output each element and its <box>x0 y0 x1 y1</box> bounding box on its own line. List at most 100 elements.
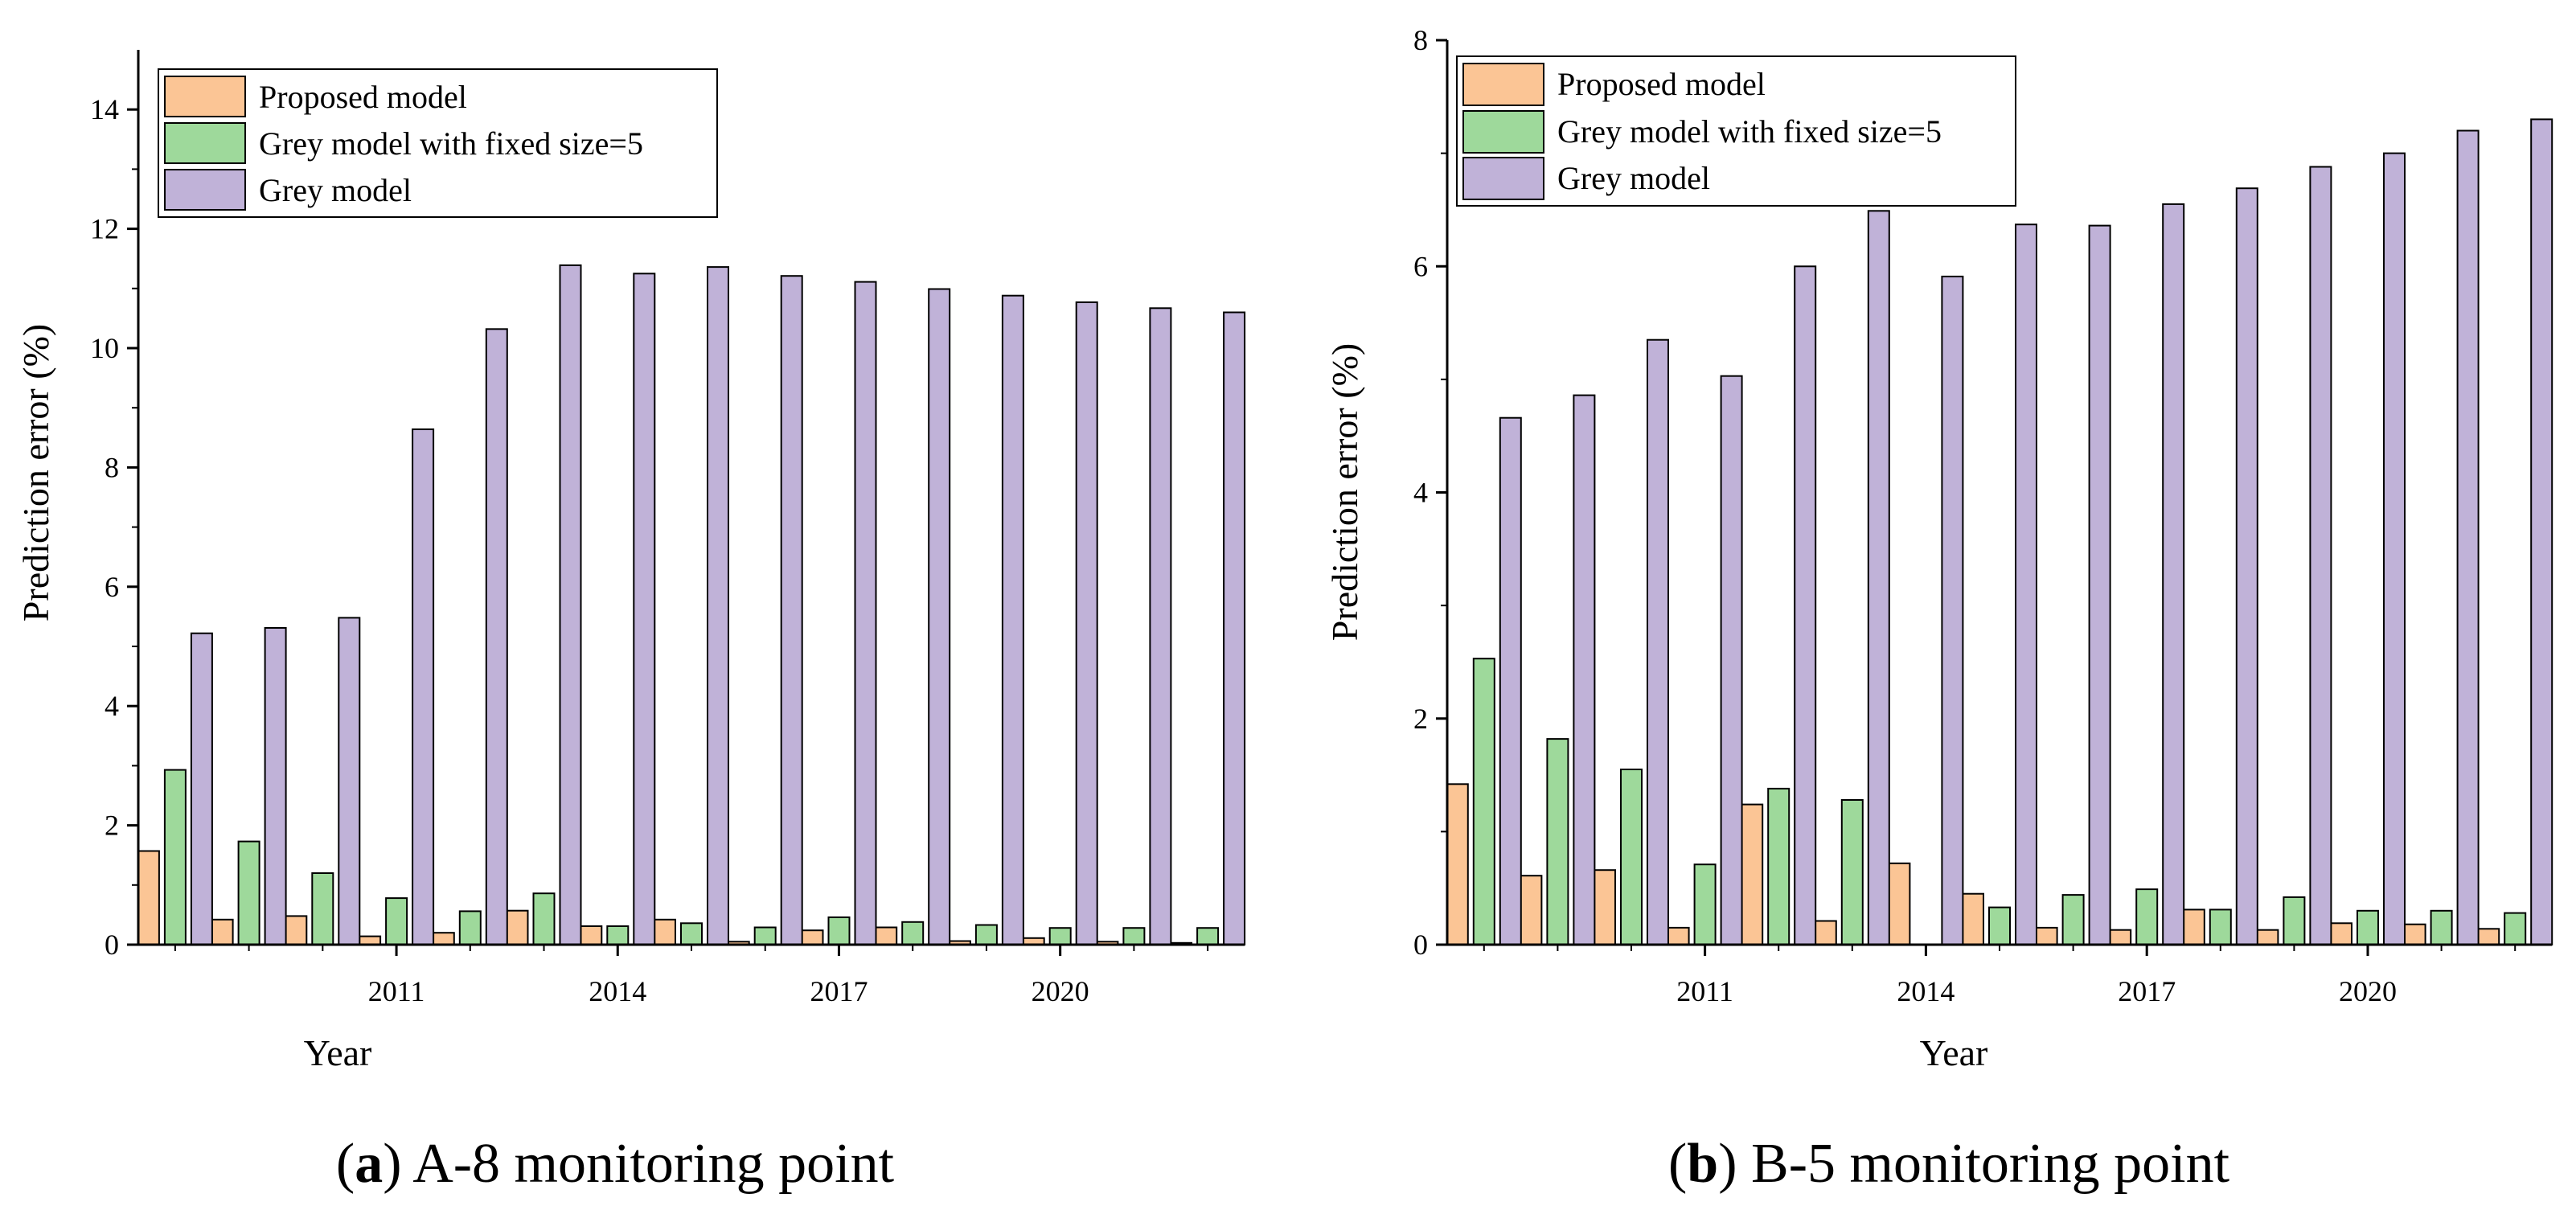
bar-grey-2008-a <box>190 632 213 945</box>
caption-b: (b) B-5 monitoring point <box>1668 1133 2230 1195</box>
bar-grey-2012-b <box>1794 265 1817 946</box>
bar-proposed-2018-a <box>875 926 898 945</box>
bar-grey-2013-a <box>559 264 582 945</box>
bar-grey-2020-b <box>2383 152 2406 946</box>
bar-grey-2017-b <box>2162 203 2185 945</box>
chart-panel-a: 0 2 4 6 8 10 12 14 2011 2014 2017 2020 Year Predic… <box>15 50 1246 1195</box>
bar-fixed-size-2011-b <box>1693 863 1717 945</box>
bar-proposed-2014-b <box>1888 862 1911 946</box>
bar-proposed-2017-b <box>2109 929 2132 945</box>
bar-grey-2021-b <box>2456 129 2480 945</box>
bar-fixed-size-2011-a <box>385 897 408 945</box>
bar-fixed-size-2019-a <box>974 924 998 945</box>
bar-proposed-2021-b <box>2403 923 2426 945</box>
bar-proposed-2022-b <box>2477 928 2500 946</box>
bar-grey-2019-a <box>1001 294 1024 945</box>
bar-proposed-2015-b <box>1962 892 1984 945</box>
legend-swatch-proposed-a <box>164 76 246 117</box>
bar-grey-2016-b <box>2088 224 2111 946</box>
y-tick-label-14-a: 14 <box>90 93 119 125</box>
bar-proposed-2011-b <box>1667 926 1690 946</box>
bar-grey-2020-a <box>1075 301 1098 945</box>
bar-proposed-2013-a <box>506 909 529 945</box>
x-ticks-a: 2011 2014 2017 2020 <box>174 945 1209 1007</box>
bar-grey-2022-b <box>2530 118 2553 945</box>
x-tick-label-2014-a: 2014 <box>589 975 646 1007</box>
bar-fixed-size-2016-b <box>2061 894 2085 945</box>
x-tick-label-2014-b: 2014 <box>1897 975 1955 1007</box>
bar-grey-2016-a <box>780 275 803 945</box>
chart-panel-b: 0 2 4 6 8 2011 2014 2017 2020 Year Prediction e… <box>1324 24 2553 1195</box>
y-tick-label-8-a: 8 <box>105 451 119 483</box>
bar-proposed-2017-a <box>801 929 824 945</box>
bars-group-a <box>137 264 1246 946</box>
y-tick-label-2-b: 2 <box>1413 703 1428 735</box>
y-tick-label-0-b: 0 <box>1413 929 1428 961</box>
bar-fixed-size-2021-b <box>2430 909 2453 946</box>
bar-grey-2014-a <box>633 273 656 946</box>
bar-grey-2021-a <box>1149 307 1172 945</box>
y-tick-label-12-a: 12 <box>90 213 119 245</box>
bar-proposed-2019-b <box>2256 929 2279 945</box>
bar-proposed-2011-a <box>359 935 382 945</box>
y-axis-title-b: Prediction error (%) <box>1324 343 1365 641</box>
bar-grey-2013-b <box>1867 210 1890 945</box>
bar-fixed-size-2021-a <box>1122 927 1146 945</box>
caption-letter-a: a <box>355 1133 383 1195</box>
bar-fixed-size-2017-b <box>2135 888 2159 945</box>
bar-fixed-size-2018-a <box>901 921 925 946</box>
bar-fixed-size-2009-b <box>1546 738 1569 945</box>
legend-swatch-fixed-size-b <box>1462 110 1544 154</box>
bar-grey-2010-a <box>338 617 361 946</box>
bar-fixed-size-2009-a <box>237 840 260 945</box>
bar-proposed-2020-b <box>2330 922 2352 946</box>
bar-grey-2009-b <box>1573 394 1596 946</box>
bar-grey-2008-b <box>1499 416 1522 945</box>
y-ticks-b: 0 2 4 6 8 <box>1413 24 1447 961</box>
y-tick-label-2-a: 2 <box>105 810 119 842</box>
caption-a: (a) A-8 monitoring point <box>336 1133 895 1195</box>
bar-grey-2010-b <box>1647 338 1669 945</box>
bar-grey-2018-a <box>928 288 951 945</box>
bar-proposed-2009-a <box>211 918 234 946</box>
bar-fixed-size-2013-a <box>532 892 556 945</box>
y-tick-label-6-a: 6 <box>105 571 119 603</box>
bar-proposed-2016-b <box>2035 926 2058 946</box>
legend-swatch-grey-b <box>1462 157 1544 200</box>
bar-proposed-2012-a <box>432 932 455 945</box>
x-tick-label-2020-b: 2020 <box>2339 975 2397 1007</box>
bar-grey-2015-b <box>2015 224 2037 945</box>
y-axis-title-a: Prediction error (%) <box>15 324 56 621</box>
legend-label-fixed-size-b: Grey model with fixed size=5 <box>1557 113 1942 150</box>
bar-fixed-size-2022-b <box>2504 912 2527 945</box>
y-tick-label-4-b: 4 <box>1413 477 1428 509</box>
legend-label-proposed-a: Proposed model <box>259 79 467 115</box>
legend-label-grey-b: Grey model <box>1557 160 1710 196</box>
bar-fixed-size-2016-a <box>753 926 777 945</box>
y-tick-label-0-a: 0 <box>105 929 119 961</box>
x-tick-label-2020-a: 2020 <box>1032 975 1089 1007</box>
bar-fixed-size-2018-b <box>2209 908 2232 946</box>
bar-grey-2022-a <box>1223 311 1246 945</box>
bar-grey-2019-b <box>2309 166 2332 945</box>
bar-proposed-2010-a <box>285 915 308 946</box>
bar-fixed-size-2012-b <box>1767 787 1790 946</box>
bar-fixed-size-2020-a <box>1048 927 1072 945</box>
bar-fixed-size-2017-a <box>827 916 851 946</box>
legend-swatch-proposed-b <box>1462 63 1544 106</box>
bar-fixed-size-2019-b <box>2283 896 2306 946</box>
bar-grey-2011-b <box>1720 375 1743 945</box>
bar-grey-2015-a <box>707 266 729 946</box>
bar-fixed-size-2008-a <box>163 769 187 945</box>
legend-a: Proposed model Grey model with fixed siz… <box>158 68 718 218</box>
x-tick-label-2017-a: 2017 <box>810 975 868 1007</box>
bar-proposed-2008-a <box>137 850 160 945</box>
x-tick-label-2011-b: 2011 <box>1676 975 1733 1007</box>
bar-fixed-size-2010-b <box>1620 769 1643 945</box>
bar-proposed-2014-a <box>580 925 603 945</box>
bar-fixed-size-2022-a <box>1196 927 1220 945</box>
bar-grey-2012-a <box>485 328 508 945</box>
bar-fixed-size-2008-b <box>1472 658 1495 945</box>
bar-proposed-2008-b <box>1446 783 1469 945</box>
